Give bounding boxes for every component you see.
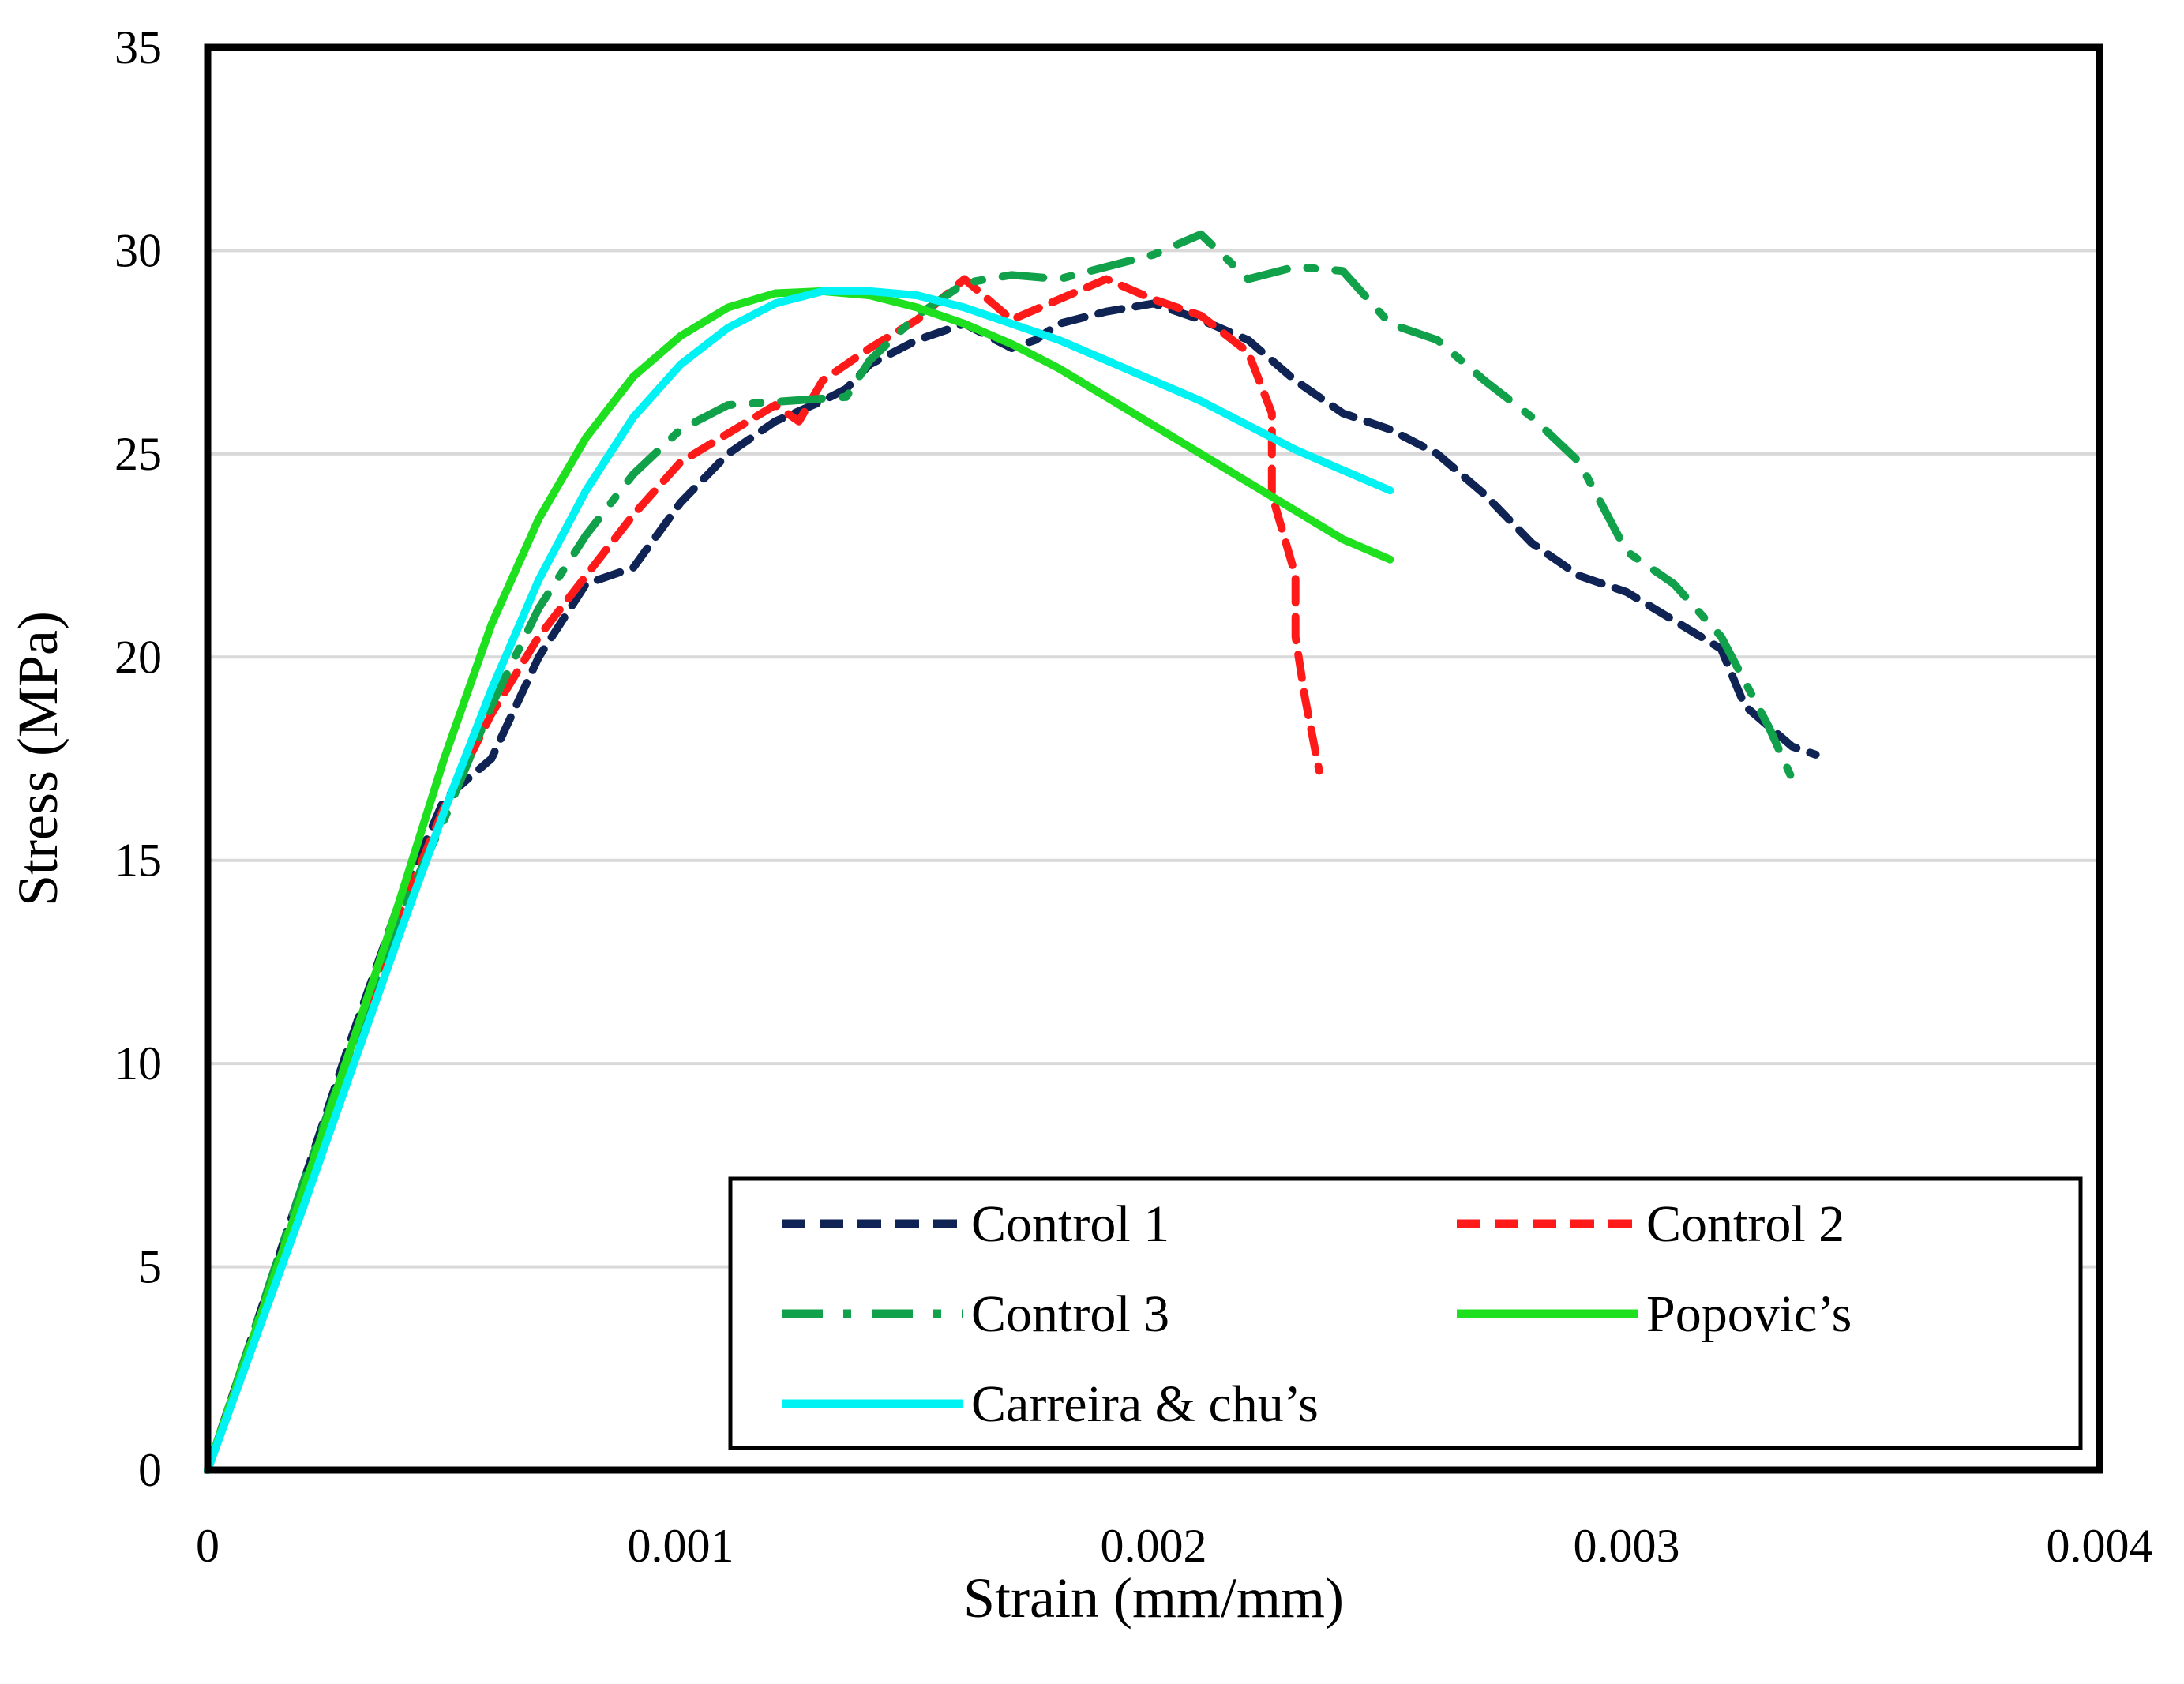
tick-labels: 0 5 10 15 20 25 30 35 0 0.001 0.002 0.003 0.004 <box>114 21 2153 1572</box>
x-tick-label: 0.002 <box>1101 1520 1207 1572</box>
legend-label-carreira-chu-s: Carreira & chu’s <box>971 1375 1319 1433</box>
y-axis-title: Stress (MPa) <box>6 611 69 906</box>
series-layer <box>204 230 1820 1474</box>
y-tick-label: 20 <box>114 631 162 683</box>
plot-area-frame <box>204 43 2103 1474</box>
legend-label-control-1: Control 1 <box>971 1195 1169 1253</box>
x-tick-label: 0.004 <box>2047 1520 2153 1572</box>
legend-label-control-3: Control 3 <box>971 1285 1169 1343</box>
series-line-carreira-chu-s <box>204 287 1394 1474</box>
series-line-popovic-s <box>204 287 1394 1474</box>
x-tick-label: 0.001 <box>628 1520 734 1572</box>
y-tick-label: 10 <box>114 1037 162 1090</box>
x-axis-title: Strain (mm/mm) <box>963 1566 1344 1630</box>
legend: Control 1 Control 2 Control 3 Popovic’s Carr… <box>728 1176 2083 1450</box>
y-tick-label: 0 <box>138 1444 162 1496</box>
y-tick-label: 15 <box>114 834 162 887</box>
x-tick-label: 0.003 <box>1574 1520 1680 1572</box>
x-tick-label: 0 <box>196 1520 220 1572</box>
y-tick-label: 5 <box>138 1241 162 1293</box>
legend-label-popovic-s: Popovic’s <box>1646 1285 1852 1343</box>
y-tick-label: 35 <box>114 21 162 73</box>
series-line-control-1 <box>204 299 1820 1474</box>
legend-label-control-2: Control 2 <box>1646 1195 1844 1253</box>
y-tick-label: 25 <box>114 428 162 480</box>
y-tick-label: 30 <box>114 224 162 276</box>
series-line-control-3 <box>204 230 1796 1474</box>
